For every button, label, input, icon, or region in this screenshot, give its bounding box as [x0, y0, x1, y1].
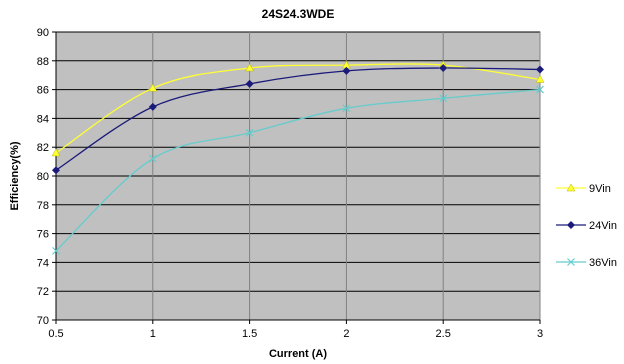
legend-label-24vin: 24Vin [589, 220, 617, 232]
data-point-24vin [342, 66, 351, 75]
data-point-9vin [51, 148, 61, 157]
x-tick-label: 1.5 [242, 328, 257, 340]
y-tick-label: 74 [37, 257, 49, 269]
y-tick-label: 84 [37, 113, 49, 125]
legend-label-36vin: 36Vin [589, 257, 617, 269]
series-markers [51, 60, 545, 255]
data-point-24vin [245, 79, 254, 88]
y-axis-ticks: 70 72 74 76 78 80 82 84 86 88 90 [37, 27, 56, 327]
y-tick-label: 86 [37, 85, 49, 97]
data-point-24vin [52, 166, 60, 175]
legend-marker-36vin [567, 258, 575, 266]
legend: 9Vin 24Vin 36Vin [556, 183, 617, 269]
y-tick-label: 88 [37, 56, 49, 68]
legend-label-9vin: 9Vin [589, 183, 611, 195]
series-line-24vin [55, 67, 541, 171]
x-axis-ticks: 0.5 1 1.5 2 2.5 3 [48, 320, 543, 340]
data-point-9vin [535, 75, 545, 83]
y-tick-label: 70 [37, 315, 49, 327]
data-point-36vin [439, 94, 448, 103]
chart-title: 24S24.3WDE [262, 7, 335, 21]
legend-marker-9vin [566, 183, 576, 192]
y-tick-label: 82 [37, 142, 49, 154]
series-lines [55, 63, 541, 252]
data-point-36vin [148, 154, 157, 163]
y-tick-label: 76 [37, 229, 49, 241]
y-axis-label: Efficiency(%) [9, 141, 21, 210]
x-tick-label: 3 [537, 328, 543, 340]
legend-marker-24vin [567, 221, 575, 229]
data-point-36vin [52, 246, 60, 255]
x-tick-label: 0.5 [48, 328, 63, 340]
y-tick-label: 80 [37, 171, 49, 183]
y-tick-label: 78 [37, 200, 49, 212]
x-tick-label: 1 [150, 328, 156, 340]
y-tick-label: 72 [37, 286, 49, 298]
data-point-24vin [439, 64, 448, 72]
data-point-24vin [148, 102, 157, 111]
data-point-9vin [245, 63, 255, 72]
data-point-36vin [342, 104, 351, 113]
x-tick-label: 2 [343, 328, 349, 340]
x-axis-label: Current (A) [269, 348, 327, 360]
data-point-36vin [536, 85, 544, 94]
data-point-24vin [536, 65, 544, 74]
x-tick-label: 2.5 [436, 328, 451, 340]
y-tick-label: 90 [37, 27, 49, 39]
series-line-36vin [55, 88, 541, 252]
series-line-9vin [55, 63, 541, 154]
data-point-9vin [148, 83, 158, 92]
data-point-36vin [245, 128, 254, 137]
